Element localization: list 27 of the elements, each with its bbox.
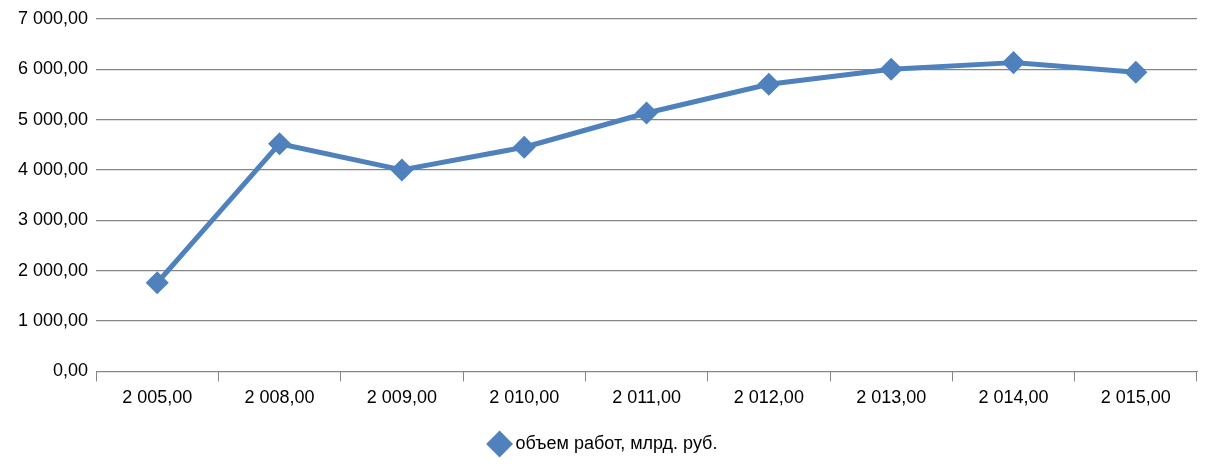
x-tick-label: 2 008,00 — [244, 387, 315, 408]
y-tick-label: 4 000,00 — [17, 158, 89, 179]
legend-label: объем работ, млрд. руб. — [515, 432, 718, 453]
x-tick-label: 2 013,00 — [856, 387, 927, 408]
point — [146, 272, 168, 294]
point — [391, 159, 413, 181]
x-tick-label: 2 009,00 — [366, 387, 437, 408]
point — [636, 102, 658, 124]
point — [1003, 52, 1025, 74]
y-tick-label: 6 000,00 — [17, 58, 89, 79]
y-tick-label: 2 000,00 — [17, 259, 89, 280]
x-tick-label: 2 015,00 — [1100, 387, 1171, 408]
point — [269, 133, 291, 155]
y-tick-label: 3 000,00 — [17, 209, 89, 230]
point — [758, 73, 780, 95]
y-tick-label: 5 000,00 — [17, 108, 89, 129]
x-tick-label: 2 014,00 — [978, 387, 1049, 408]
x-tick-label: 2 011,00 — [612, 387, 681, 408]
y-tick-label: 0,00 — [53, 360, 89, 381]
point — [1125, 61, 1147, 83]
point — [880, 58, 902, 80]
point — [513, 136, 535, 158]
x-tick-label: 2 005,00 — [122, 387, 193, 408]
x-tick-label: 2 012,00 — [733, 387, 804, 408]
y-tick-label: 7 000,00 — [17, 7, 89, 28]
y-tick-label: 1 000,00 — [17, 310, 89, 330]
x-tick-label: 2 010,00 — [489, 387, 560, 408]
